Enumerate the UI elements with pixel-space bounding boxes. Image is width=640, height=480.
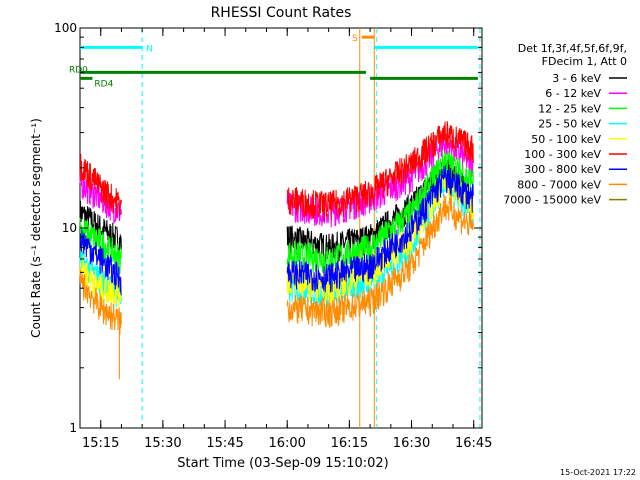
legend-entry-label: 12 - 25 keV	[538, 102, 601, 115]
x-tick-label: 15:45	[206, 436, 243, 451]
legend-entry-label: 3 - 6 keV	[552, 72, 601, 85]
legend-header: Det 1f,3f,4f,5f,6f,9f,	[518, 42, 627, 55]
legend-header: FDecim 1, Att 0	[542, 55, 627, 68]
flag-label: N	[146, 44, 153, 54]
legend-entry-label: 100 - 300 keV	[524, 148, 601, 161]
y-axis-label: Count Rate (s⁻¹ detector segment⁻¹)	[29, 118, 43, 338]
series-line	[79, 171, 474, 307]
series-layer	[79, 121, 474, 380]
flag-label: RD4	[94, 79, 113, 89]
legend-entry-label: 800 - 7000 keV	[517, 178, 601, 191]
legend: Det 1f,3f,4f,5f,6f,9f,FDecim 1, Att 0 3 -…	[503, 42, 627, 207]
x-tick-label: 16:45	[455, 436, 492, 451]
flags-layer: N RD0 RD4 S	[69, 34, 478, 89]
x-tick-label: 16:00	[268, 436, 305, 451]
chart-title: RHESSI Count Rates	[211, 5, 352, 21]
x-tick-label: 16:30	[393, 436, 430, 451]
x-axis-label: Start Time (03-Sep-09 15:10:02)	[177, 456, 388, 471]
y-tick-label: 10	[62, 221, 77, 235]
legend-entry-label: 7000 - 15000 keV	[503, 194, 601, 207]
flag-label: RD0	[69, 65, 88, 75]
y-tick-label: 1	[69, 421, 77, 435]
legend-entry-label: 300 - 800 keV	[524, 163, 601, 176]
footer-timestamp: 15-Oct-2021 17:22	[560, 468, 636, 477]
series-line	[79, 165, 474, 296]
legend-entry-label: 25 - 50 keV	[538, 118, 601, 131]
x-tick-label: 15:15	[82, 436, 119, 451]
legend-entry-label: 50 - 100 keV	[531, 133, 601, 146]
series-line	[79, 194, 474, 336]
axis-layer: 1 10 100 15:15 15:30 15:45 16:00 16:15 16:30 16:4…	[54, 21, 492, 451]
series-line	[79, 121, 474, 221]
x-tick-label: 16:15	[331, 436, 368, 451]
x-tick-label: 15:30	[144, 436, 181, 451]
y-tick-label: 100	[54, 21, 77, 35]
flag-label: S	[352, 34, 358, 44]
plot-frame	[79, 27, 483, 429]
legend-entry-label: 6 - 12 keV	[545, 87, 601, 100]
